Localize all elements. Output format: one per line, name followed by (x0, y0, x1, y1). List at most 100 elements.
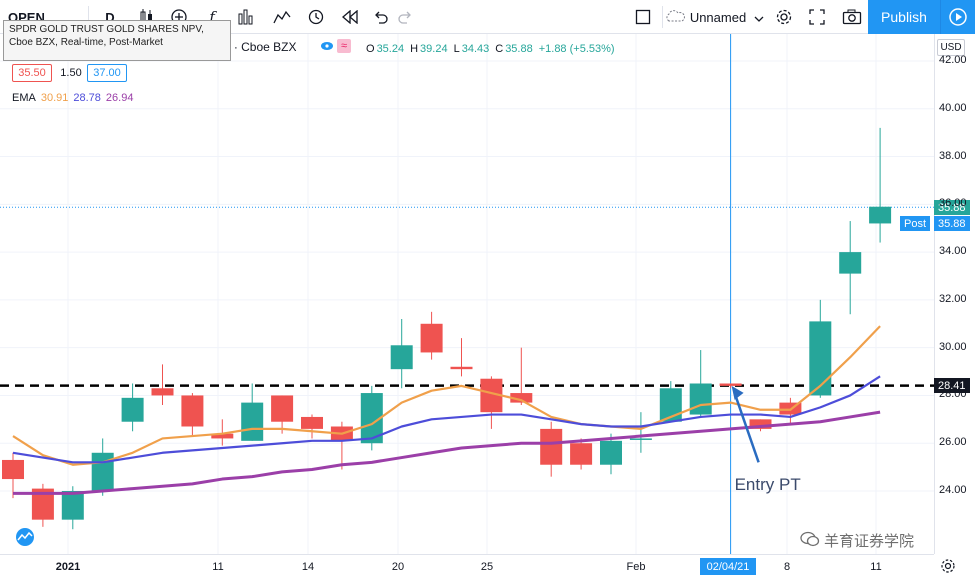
candle-body (2, 459, 24, 480)
cloud-icon (664, 9, 686, 26)
ema-line-2 (12, 375, 881, 464)
ema-label: EMA (12, 92, 36, 104)
ema-value-3: 26.94 (105, 92, 134, 104)
ema-lines (12, 325, 881, 495)
candle-body (121, 397, 144, 422)
candle-body (360, 393, 383, 444)
horizontal-line-price-tag: 28.41 (934, 378, 970, 393)
post-market-price-tag: 35.88 (934, 216, 970, 231)
candle-body (629, 438, 652, 440)
ask-price-button[interactable]: 37.00 (87, 64, 127, 82)
alert-chart-icon[interactable] (268, 0, 296, 34)
candle-body (271, 395, 294, 422)
candle-body (719, 383, 742, 386)
price-tick: 34.00 (939, 245, 967, 258)
ema-value-1: 30.91 (40, 92, 69, 104)
candle-body (181, 395, 204, 427)
low-value: 34.43 (461, 43, 490, 55)
change-value: +1.88 (+5.53%) (538, 43, 615, 55)
spread-value: 1.50 (60, 67, 82, 79)
candle-body (450, 366, 473, 370)
low-label: L (453, 43, 460, 55)
ohlc-readout: O 35.24 H 39.24 L 34.43 C 35.88 +1.88 (+5.53… (366, 43, 615, 55)
last-price-tag: 35.88 (934, 200, 970, 215)
camera-icon[interactable] (838, 0, 866, 34)
chevron-down-icon (754, 10, 764, 25)
layout-name-button[interactable]: Unnamed (664, 0, 764, 34)
grid-lines (0, 34, 934, 554)
price-tick: 38.00 (939, 149, 967, 162)
interval-button[interactable]: D (105, 9, 115, 25)
fx-icon[interactable]: ƒ (209, 8, 215, 26)
gear-icon[interactable] (940, 558, 956, 578)
candle-body (420, 323, 443, 353)
time-tick: 20 (391, 561, 405, 573)
candle-body (241, 402, 264, 441)
wechat-icon (800, 531, 820, 551)
price-axis[interactable] (934, 34, 975, 554)
candlestick-series (2, 127, 892, 530)
candle-body (91, 452, 114, 491)
time-tick: 14 (301, 561, 315, 573)
time-tick: 2021 (55, 561, 81, 573)
time-axis[interactable]: 2021 11 14 20 25 Feb 8 11 02/04/21 (0, 554, 934, 578)
price-tick: 36.00 (939, 197, 967, 210)
candle-body (749, 419, 772, 429)
redo-icon[interactable] (394, 0, 418, 34)
candle-body (480, 378, 503, 413)
ema-value-2: 28.78 (73, 92, 101, 104)
time-tick: 11 (870, 561, 882, 573)
price-tick: 28.00 (939, 388, 967, 401)
time-tick: 8 (783, 561, 791, 573)
layout-name: Unnamed (689, 9, 747, 25)
fullscreen-select-icon[interactable] (630, 0, 656, 34)
time-tick: 25 (480, 561, 494, 573)
close-label: C (495, 43, 504, 55)
fullscreen-icon[interactable] (804, 0, 830, 34)
bid-price-button[interactable]: 35.50 (12, 64, 52, 82)
watermark: 羊育证券学院 (800, 530, 914, 551)
candle-body (31, 488, 54, 520)
ema-line-1 (12, 325, 881, 466)
price-tick: 26.00 (939, 436, 967, 449)
currency-button[interactable]: USD (937, 39, 965, 56)
candle-body (61, 491, 84, 520)
open-value: 35.24 (376, 43, 405, 55)
post-market-label: Post (900, 216, 931, 231)
candle-body (600, 440, 622, 465)
arrow-head (731, 385, 744, 400)
price-chart[interactable]: Entry PT (0, 34, 934, 554)
undo-icon[interactable] (368, 0, 392, 34)
time-tick: 11 (212, 561, 224, 573)
open-label: O (366, 43, 375, 55)
candle-body (211, 433, 234, 439)
high-label: H (410, 43, 419, 55)
time-tick: Feb (626, 561, 646, 573)
price-tick: 42.00 (939, 54, 967, 66)
entry-annotation: Entry PT (731, 385, 801, 494)
candle-body (570, 443, 593, 465)
templates-icon[interactable] (232, 0, 260, 34)
gear-icon[interactable] (770, 0, 798, 34)
tradingview-logo-icon (14, 528, 36, 551)
annotation-label: Entry PT (735, 475, 801, 494)
candle-body (869, 206, 892, 224)
close-value: 35.88 (505, 43, 533, 55)
eye-icon[interactable] (320, 40, 334, 55)
candle-body (689, 383, 712, 415)
ema-line-3 (13, 410, 881, 495)
play-circle-icon[interactable] (940, 0, 975, 34)
watermark-text: 羊育证券学院 (824, 533, 915, 550)
candle-body (659, 388, 682, 422)
regression-icon[interactable]: ≈ (337, 39, 351, 53)
arrow-shaft (733, 392, 760, 463)
price-tick: 24.00 (939, 484, 967, 496)
high-value: 39.24 (420, 43, 448, 55)
candle-body (510, 393, 533, 403)
replay-icon[interactable] (336, 0, 364, 34)
publish-button[interactable]: Publish (868, 0, 940, 34)
candle-body (809, 321, 832, 396)
symbol-tooltip: SPDR GOLD TRUST GOLD SHARES NPV, Cboe BZ… (3, 20, 231, 61)
candle-body (301, 416, 323, 429)
alert-clock-icon[interactable] (302, 0, 330, 34)
